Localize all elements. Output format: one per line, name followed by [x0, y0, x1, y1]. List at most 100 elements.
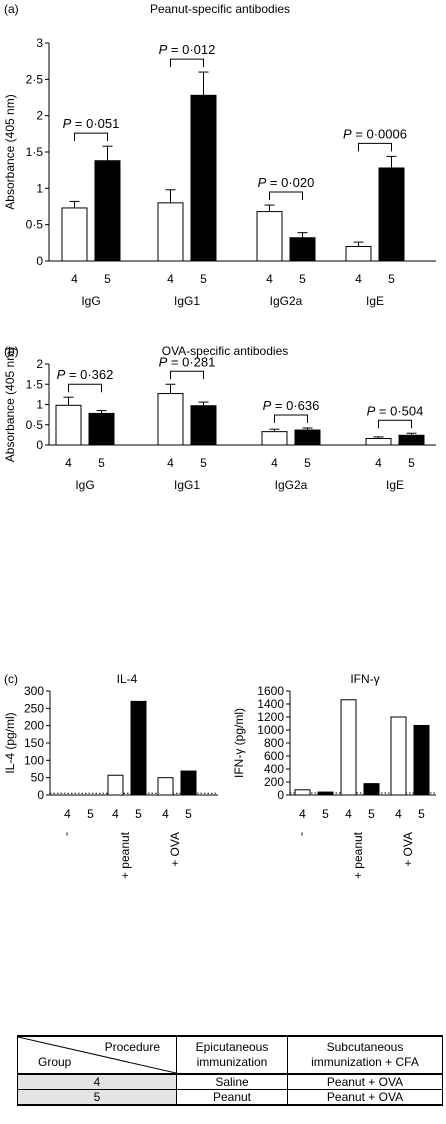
- table-corner-group: Group: [38, 1055, 72, 1069]
- panel-0-bar-IgG-4: [61, 207, 88, 262]
- panel-0-category-label: 5: [388, 272, 395, 286]
- panel-1-ytick-label: 2: [36, 357, 43, 371]
- panel-3-ytick-label: 200: [264, 775, 284, 789]
- table-row-4-epicutaneous: Saline: [176, 1073, 288, 1090]
- panel-1-ytick-label: 0: [36, 438, 43, 452]
- panel-3-ytick-label: 1600: [257, 684, 284, 698]
- panel-2-ytick-label: 150: [24, 736, 44, 750]
- panel-0-bar-IgG2a-4: [256, 211, 283, 262]
- panel-1-significance-bracket: [68, 383, 102, 393]
- panel-3-title: IFN-γ: [350, 672, 379, 686]
- panel-3-ytick-label: 0: [277, 788, 284, 802]
- panel-2-category-label: 5: [135, 807, 142, 821]
- panel-0-bar-IgE-5: [378, 167, 405, 262]
- panel-2-group-label: -: [59, 832, 73, 836]
- panel-0-bar-IgG2a-5: [289, 237, 316, 262]
- panel-3-bar-+ OVA-4: [390, 716, 407, 796]
- panel-0-p-value: P = 0·012: [159, 42, 216, 57]
- panel-3-category-label: 4: [395, 807, 402, 821]
- panel-2-panel-label: (c): [4, 672, 18, 686]
- panel-0-ytick-label: 0: [36, 254, 43, 268]
- panel-2-group-label: + OVA: [168, 832, 182, 867]
- panel-1-significance-bracket: [274, 414, 308, 423]
- panel-0-ytick-label: 1: [36, 181, 43, 195]
- panel-1-p-value: P = 0·362: [57, 367, 114, 382]
- panel-0-bar-IgG1-5: [190, 94, 217, 262]
- panel-3-bar---4: [294, 789, 311, 796]
- panel-1-group-label: IgE: [386, 478, 404, 492]
- panel-1-category-label: 5: [98, 456, 105, 470]
- panel-1-title: OVA-specific antibodies: [162, 344, 289, 358]
- panel-1-bar-IgG-4: [55, 404, 82, 446]
- panel-0-ytick-label: 2·5: [26, 72, 44, 86]
- panel-3-group-label: + peanut: [351, 831, 365, 879]
- panel-3-ytick-label: 400: [264, 762, 284, 776]
- table-row-4-group: 4: [17, 1073, 177, 1090]
- panel-3-category-label: 5: [368, 807, 375, 821]
- panel-1-category-label: 5: [408, 456, 415, 470]
- panel-1-bar-IgG-5: [88, 412, 115, 446]
- panel-0-category-label: 4: [167, 272, 174, 286]
- panel-0-ytick-label: 3: [36, 36, 43, 50]
- table-corner-procedure: Procedure: [104, 1040, 160, 1054]
- table-row-5-subcutaneous: Peanut + OVA: [287, 1089, 443, 1106]
- panel-0-group-label: IgG2a: [270, 294, 303, 308]
- table-header-epicutaneous: Epicutaneous immunization: [176, 1035, 288, 1075]
- panel-0-category-label: 4: [71, 272, 78, 286]
- panel-0-ytick-label: 0·5: [26, 218, 44, 232]
- panel-2-category-label: 5: [87, 807, 94, 821]
- panel-2-category-label: 5: [185, 807, 192, 821]
- panel-3-ytick-label: 800: [264, 736, 284, 750]
- panel-1-category-label: 5: [304, 456, 311, 470]
- panel-0-significance-bracket: [170, 58, 204, 68]
- panel-1-ytick-label: 0·5: [26, 418, 44, 432]
- panel-2-bar-+ OVA-5: [180, 770, 197, 796]
- panel-1-group-label: IgG1: [174, 478, 200, 492]
- panel-1-p-value: P = 0·504: [367, 403, 424, 418]
- figure: (a) Peanut-specific antibodies 0 0·5 1 1·5 2 2·…: [3, 2, 436, 879]
- panel-3-category-label: 4: [345, 807, 352, 821]
- panel-1-p-value: P = 0·636: [263, 398, 320, 413]
- table-header-subcutaneous: Subcutaneous immunization + CFA: [287, 1035, 443, 1075]
- panel-1-group-label: IgG: [75, 478, 94, 492]
- panel-2-ytick-label: 100: [24, 753, 44, 767]
- panel-3-ytick-label: 1000: [257, 723, 284, 737]
- panel-1-ytick-label: 1·5: [26, 377, 44, 391]
- panel-0-ylabel: Absorbance (405 nm): [3, 94, 17, 209]
- panel-0-panel-label: (a): [4, 2, 19, 16]
- panel-2-ytick-label: 50: [31, 771, 45, 785]
- panel-1-bar-IgG1-5: [190, 405, 217, 446]
- panel-2-ytick-label: 250: [24, 701, 44, 715]
- panel-3-category-label: 4: [299, 807, 306, 821]
- panel-0-p-value: P = 0·020: [258, 175, 315, 190]
- panel-3-bar-+ OVA-5: [413, 724, 430, 796]
- panel-2-bar-+ OVA-4: [157, 777, 174, 796]
- panel-0-group-label: IgE: [366, 294, 384, 308]
- panel-2-ytick-label: 0: [37, 788, 44, 802]
- panel-3-group-label: -: [294, 832, 308, 836]
- panel-1-category-label: 4: [375, 456, 382, 470]
- panel-0-ytick-label: 1·5: [26, 145, 44, 159]
- panel-0-significance-bracket: [358, 142, 392, 152]
- panel-1-category-label: 4: [65, 456, 72, 470]
- panel-1-category-label: 5: [200, 456, 207, 470]
- group-procedure-table: Procedure Group Epicutaneous immunizatio…: [17, 1035, 443, 1106]
- panel-0-significance-bracket: [74, 132, 108, 142]
- panel-0-p-value: P = 0·051: [63, 116, 120, 131]
- panel-0-ytick-label: 2: [36, 109, 43, 123]
- panel-0-title: Peanut-specific antibodies: [150, 2, 290, 16]
- panel-1-significance-bracket: [378, 419, 412, 429]
- panel-2-category-label: 4: [112, 807, 119, 821]
- table-row-5-epicutaneous: Peanut: [176, 1089, 288, 1106]
- panel-1-bar-IgG1-4: [157, 393, 184, 446]
- panel-1-bar-IgG2a-4: [261, 431, 288, 446]
- panel-0-category-label: 5: [299, 272, 306, 286]
- panel-3-group-label: + OVA: [401, 832, 415, 867]
- panel-1-bar-IgG2a-5: [294, 429, 321, 446]
- panel-2-category-label: 4: [162, 807, 169, 821]
- panel-3-bar---5: [317, 791, 334, 796]
- panel-2-ytick-label: 300: [24, 684, 44, 698]
- panel-1-ytick-label: 1: [36, 398, 43, 412]
- panel-1-bar-IgE-4: [365, 438, 392, 446]
- panel-0-category-label: 4: [355, 272, 362, 286]
